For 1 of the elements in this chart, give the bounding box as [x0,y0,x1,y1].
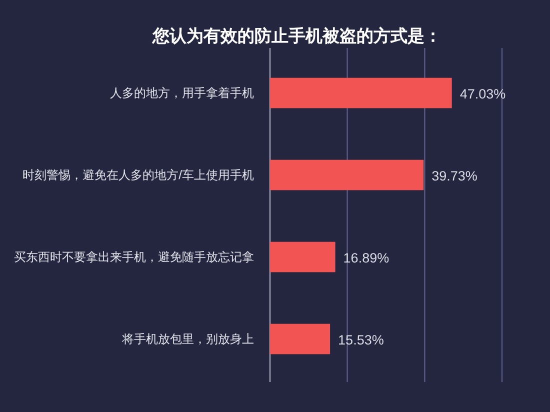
title: 您认为有效的防止手机被盗的方式是： [152,26,442,46]
